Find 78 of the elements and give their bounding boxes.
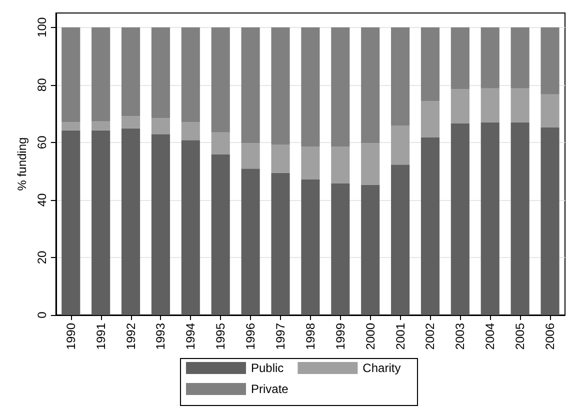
- x-tick-label: 1993: [154, 322, 168, 350]
- y-tick-label: 0: [34, 311, 49, 318]
- x-tick-label: 2002: [423, 322, 438, 350]
- bar: [211, 27, 230, 132]
- bar: [121, 128, 140, 315]
- bar: [211, 154, 230, 315]
- bar: [420, 138, 440, 315]
- bar: [62, 122, 80, 130]
- bar: [62, 27, 80, 122]
- bar: [181, 140, 200, 315]
- bar: [510, 88, 530, 122]
- x-tick-label: 1997: [274, 322, 288, 350]
- legend-label: Public: [251, 361, 284, 375]
- y-tick-label: 60: [34, 135, 49, 150]
- bar: [121, 116, 140, 128]
- bar: [151, 118, 170, 134]
- bar: [181, 122, 200, 140]
- bar: [241, 168, 260, 315]
- bar: [540, 27, 560, 94]
- y-axis-title: % funding: [15, 137, 29, 191]
- bar: [540, 94, 560, 128]
- bar: [331, 27, 350, 146]
- bar: [211, 132, 230, 155]
- bar: [92, 27, 110, 122]
- x-tick-label: 2003: [453, 322, 468, 350]
- bar: [510, 122, 530, 315]
- bar: [420, 27, 440, 102]
- bar: [301, 180, 320, 315]
- legend-label: Charity: [362, 361, 401, 375]
- legend-label: Private: [251, 382, 289, 396]
- bar: [92, 130, 110, 315]
- y-tick-label: 40: [34, 192, 49, 207]
- bar: [301, 146, 320, 180]
- bar: [391, 27, 410, 126]
- x-tick-label: 1998: [303, 322, 318, 350]
- x-tick-label: 1996: [244, 322, 258, 350]
- bar: [92, 121, 110, 130]
- x-tick-label: 2001: [393, 322, 408, 350]
- x-tick-label: 2000: [363, 322, 378, 350]
- x-tick-label: 1991: [94, 322, 108, 350]
- x-tick-label: 2005: [513, 322, 528, 350]
- y-tick-label: 80: [34, 78, 49, 92]
- bar: [181, 27, 200, 122]
- bar: [391, 125, 410, 165]
- bar: [241, 143, 260, 169]
- bar: [151, 27, 170, 118]
- bar: [540, 127, 560, 315]
- bar: [480, 27, 500, 88]
- bar: [331, 184, 350, 315]
- x-tick-label: 2004: [483, 322, 498, 350]
- bar: [361, 184, 380, 315]
- bar: [241, 27, 260, 144]
- x-tick-label: 2006: [543, 322, 558, 350]
- bar: [271, 27, 290, 144]
- bar: [510, 27, 530, 88]
- bar: [151, 134, 170, 315]
- bar: [480, 88, 500, 122]
- bar: [480, 122, 500, 315]
- bar: [271, 144, 290, 173]
- x-tick-label: 1995: [214, 322, 228, 350]
- x-tick-label: 1992: [124, 322, 138, 350]
- x-tick-label: 1994: [184, 322, 198, 350]
- y-tick-label: 20: [34, 250, 49, 264]
- bar: [361, 143, 380, 185]
- bar: [420, 101, 440, 138]
- bar: [271, 172, 290, 315]
- y-tick-label: 100: [34, 17, 49, 38]
- bar: [301, 27, 320, 146]
- bar: [121, 27, 140, 116]
- x-tick-label: 1999: [333, 322, 348, 350]
- bar: [450, 27, 470, 90]
- bar: [450, 123, 470, 315]
- bar: [391, 164, 410, 315]
- bar: [62, 130, 80, 315]
- bar: [361, 27, 380, 144]
- x-tick-label: 1990: [64, 322, 78, 350]
- bar: [450, 89, 470, 124]
- bar: [331, 146, 350, 184]
